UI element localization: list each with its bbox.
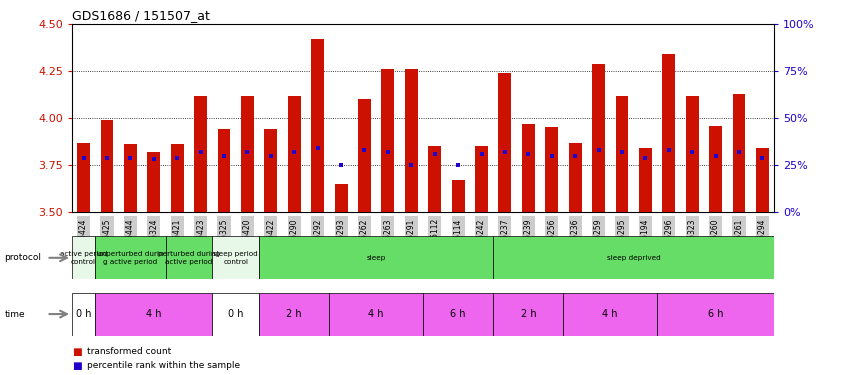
Text: sleep deprived: sleep deprived: [607, 255, 661, 261]
Bar: [96, 292, 212, 336]
Bar: [358, 99, 371, 212]
Bar: [195, 96, 207, 212]
Bar: [405, 69, 418, 212]
Bar: [259, 236, 493, 279]
Bar: [569, 142, 581, 212]
Bar: [563, 292, 657, 336]
Text: 4 h: 4 h: [369, 309, 384, 319]
Bar: [756, 148, 769, 212]
Bar: [171, 144, 184, 212]
Bar: [124, 144, 137, 212]
Bar: [329, 292, 423, 336]
Text: 2 h: 2 h: [287, 309, 302, 319]
Bar: [616, 96, 629, 212]
Bar: [686, 96, 699, 212]
Bar: [662, 54, 675, 212]
Bar: [709, 126, 722, 212]
Text: ■: ■: [72, 347, 82, 357]
Bar: [311, 39, 324, 212]
Bar: [452, 180, 464, 212]
Bar: [428, 146, 441, 212]
Bar: [265, 129, 277, 212]
Bar: [288, 96, 300, 212]
Text: 6 h: 6 h: [708, 309, 723, 319]
Text: perturbed during
active period: perturbed during active period: [158, 251, 220, 265]
Bar: [96, 236, 166, 279]
Text: ■: ■: [72, 361, 82, 370]
Bar: [493, 292, 563, 336]
Bar: [592, 64, 605, 212]
Bar: [733, 94, 745, 212]
Text: protocol: protocol: [4, 254, 41, 262]
Bar: [241, 96, 254, 212]
Text: 4 h: 4 h: [602, 309, 618, 319]
Bar: [212, 292, 259, 336]
Bar: [382, 69, 394, 212]
Bar: [423, 292, 493, 336]
Bar: [335, 184, 348, 212]
Text: transformed count: transformed count: [87, 347, 172, 356]
Bar: [657, 292, 774, 336]
Text: 0 h: 0 h: [76, 309, 91, 319]
Text: 6 h: 6 h: [450, 309, 466, 319]
Bar: [259, 292, 329, 336]
Text: sleep: sleep: [366, 255, 386, 261]
Bar: [212, 236, 259, 279]
Bar: [546, 128, 558, 212]
Bar: [217, 129, 230, 212]
Bar: [147, 152, 160, 212]
Bar: [72, 292, 96, 336]
Text: time: time: [4, 310, 25, 319]
Bar: [522, 124, 535, 212]
Text: unperturbed durin
g active period: unperturbed durin g active period: [97, 251, 163, 265]
Text: 0 h: 0 h: [228, 309, 244, 319]
Bar: [72, 236, 96, 279]
Text: 2 h: 2 h: [520, 309, 536, 319]
Text: sleep period
control: sleep period control: [213, 251, 258, 265]
Bar: [475, 146, 488, 212]
Text: GDS1686 / 151507_at: GDS1686 / 151507_at: [72, 9, 210, 22]
Text: active period
control: active period control: [60, 251, 107, 265]
Bar: [493, 236, 774, 279]
Bar: [166, 236, 212, 279]
Bar: [639, 148, 651, 212]
Text: percentile rank within the sample: percentile rank within the sample: [87, 361, 240, 370]
Bar: [498, 73, 511, 212]
Text: 4 h: 4 h: [146, 309, 162, 319]
Bar: [101, 120, 113, 212]
Bar: [77, 142, 90, 212]
